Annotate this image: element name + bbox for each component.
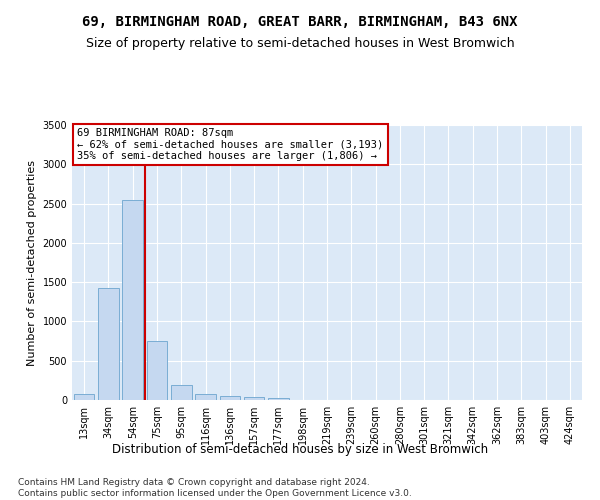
- Text: Contains HM Land Registry data © Crown copyright and database right 2024.
Contai: Contains HM Land Registry data © Crown c…: [18, 478, 412, 498]
- Text: 69 BIRMINGHAM ROAD: 87sqm
← 62% of semi-detached houses are smaller (3,193)
35% : 69 BIRMINGHAM ROAD: 87sqm ← 62% of semi-…: [77, 128, 383, 161]
- Bar: [74, 394, 94, 400]
- Bar: [171, 385, 191, 400]
- Bar: [122, 200, 143, 400]
- Bar: [98, 288, 119, 400]
- Text: Size of property relative to semi-detached houses in West Bromwich: Size of property relative to semi-detach…: [86, 38, 514, 51]
- Text: 69, BIRMINGHAM ROAD, GREAT BARR, BIRMINGHAM, B43 6NX: 69, BIRMINGHAM ROAD, GREAT BARR, BIRMING…: [82, 15, 518, 29]
- Bar: [268, 398, 289, 400]
- Bar: [220, 396, 240, 400]
- Y-axis label: Number of semi-detached properties: Number of semi-detached properties: [27, 160, 37, 366]
- Bar: [195, 394, 216, 400]
- Text: Distribution of semi-detached houses by size in West Bromwich: Distribution of semi-detached houses by …: [112, 442, 488, 456]
- Bar: [146, 341, 167, 400]
- Bar: [244, 397, 265, 400]
